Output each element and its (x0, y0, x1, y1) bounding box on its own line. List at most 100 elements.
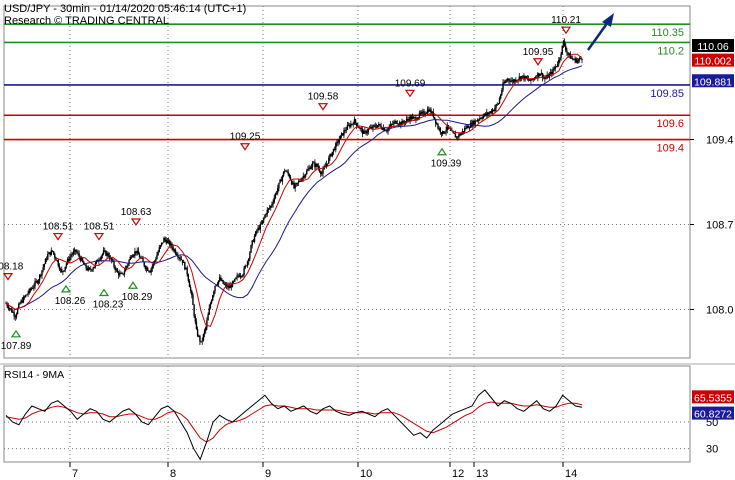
price-tag-box (692, 74, 734, 88)
candle-body (494, 108, 496, 111)
candle-body (100, 256, 102, 260)
candle-body (205, 327, 207, 331)
candle-body (106, 253, 108, 256)
candle-body (137, 250, 140, 255)
level-label-pivot: 109.85 (650, 88, 684, 100)
candle-body (541, 72, 544, 78)
candle-body (325, 163, 328, 167)
candle-body (178, 257, 180, 259)
candle-body (44, 258, 47, 265)
candle-body (72, 251, 75, 255)
candle-body (519, 76, 522, 80)
ma-fast-line (5, 53, 583, 328)
candle-body (423, 111, 425, 115)
candle-body (121, 273, 123, 274)
candle-body (149, 271, 151, 273)
candle-body (525, 76, 527, 79)
candle-body (513, 79, 516, 82)
candle-body (285, 170, 287, 172)
candle-body (281, 176, 284, 182)
candle-body (351, 123, 353, 125)
candle-body (61, 268, 63, 272)
candle-body (479, 118, 481, 120)
candle-body (563, 41, 566, 46)
candle-body (33, 286, 35, 288)
candle-body (309, 167, 311, 170)
candle-body (410, 116, 412, 120)
candle-body (381, 128, 383, 130)
candle-body (120, 273, 122, 274)
candle-body (465, 127, 467, 129)
candle-body (176, 253, 178, 256)
candle-body (482, 115, 484, 119)
candle-body (466, 125, 468, 129)
candle-body (144, 266, 147, 270)
candle-body (480, 118, 482, 119)
low-marker (436, 147, 448, 156)
candle-body (375, 126, 378, 128)
candle-body (129, 256, 131, 260)
candle-body (224, 284, 227, 286)
chart-title: USD/JPY - 30min - 01/14/2020 05:46:14 (U… (4, 3, 246, 15)
candle-body (396, 123, 399, 125)
candle-body (207, 314, 209, 321)
candle-body (191, 290, 193, 296)
candle-body (510, 80, 512, 82)
candle-body (477, 119, 480, 121)
candle-body (62, 271, 64, 273)
candle-body (538, 73, 540, 76)
high-label: 109.58 (308, 92, 339, 103)
candle-body (6, 303, 8, 307)
candle-body (430, 109, 432, 114)
candle-body (245, 265, 248, 267)
candle-body (576, 60, 579, 63)
candle-body (505, 80, 508, 82)
candle-body (574, 58, 576, 60)
candle-body (345, 129, 347, 131)
candle-body (408, 119, 410, 121)
candle-body (376, 125, 379, 128)
candle-body (15, 313, 18, 318)
candle-body (130, 256, 133, 258)
candle-body (188, 280, 191, 288)
candle-body (117, 272, 120, 276)
candle-body (277, 188, 279, 193)
candle-body (578, 58, 581, 60)
candle-body (426, 109, 429, 113)
candle-body (474, 120, 476, 125)
candle-body (208, 308, 210, 315)
candle-body (487, 112, 489, 115)
candle-body (437, 124, 439, 129)
candle-body (360, 128, 363, 129)
candle-body (497, 103, 500, 105)
candle-body (282, 171, 285, 177)
candle-body (238, 275, 241, 277)
candle-body (354, 119, 357, 123)
candle-body (476, 120, 479, 122)
candle-body (284, 170, 286, 172)
candle-body (352, 123, 354, 125)
candle-body (440, 132, 443, 134)
candle-body (126, 265, 128, 268)
candle-body (394, 120, 396, 123)
candle-body (488, 112, 490, 115)
candle-body (114, 266, 116, 271)
candle-body (481, 118, 483, 120)
candle-body (203, 330, 206, 335)
candle-body (160, 242, 163, 246)
candle-body (136, 250, 138, 253)
candle-body (544, 77, 546, 79)
low-label: 107.89 (1, 341, 32, 352)
candle-body (434, 118, 437, 124)
candle-body (296, 182, 299, 184)
candle-body (274, 193, 277, 198)
candle-body (287, 171, 289, 175)
candle-body (459, 134, 461, 136)
candle-body (116, 269, 119, 273)
candle-body (483, 113, 486, 116)
candle-body (243, 268, 245, 275)
candle-body (540, 72, 543, 74)
candle-body (23, 296, 26, 298)
candle-body (412, 116, 415, 118)
